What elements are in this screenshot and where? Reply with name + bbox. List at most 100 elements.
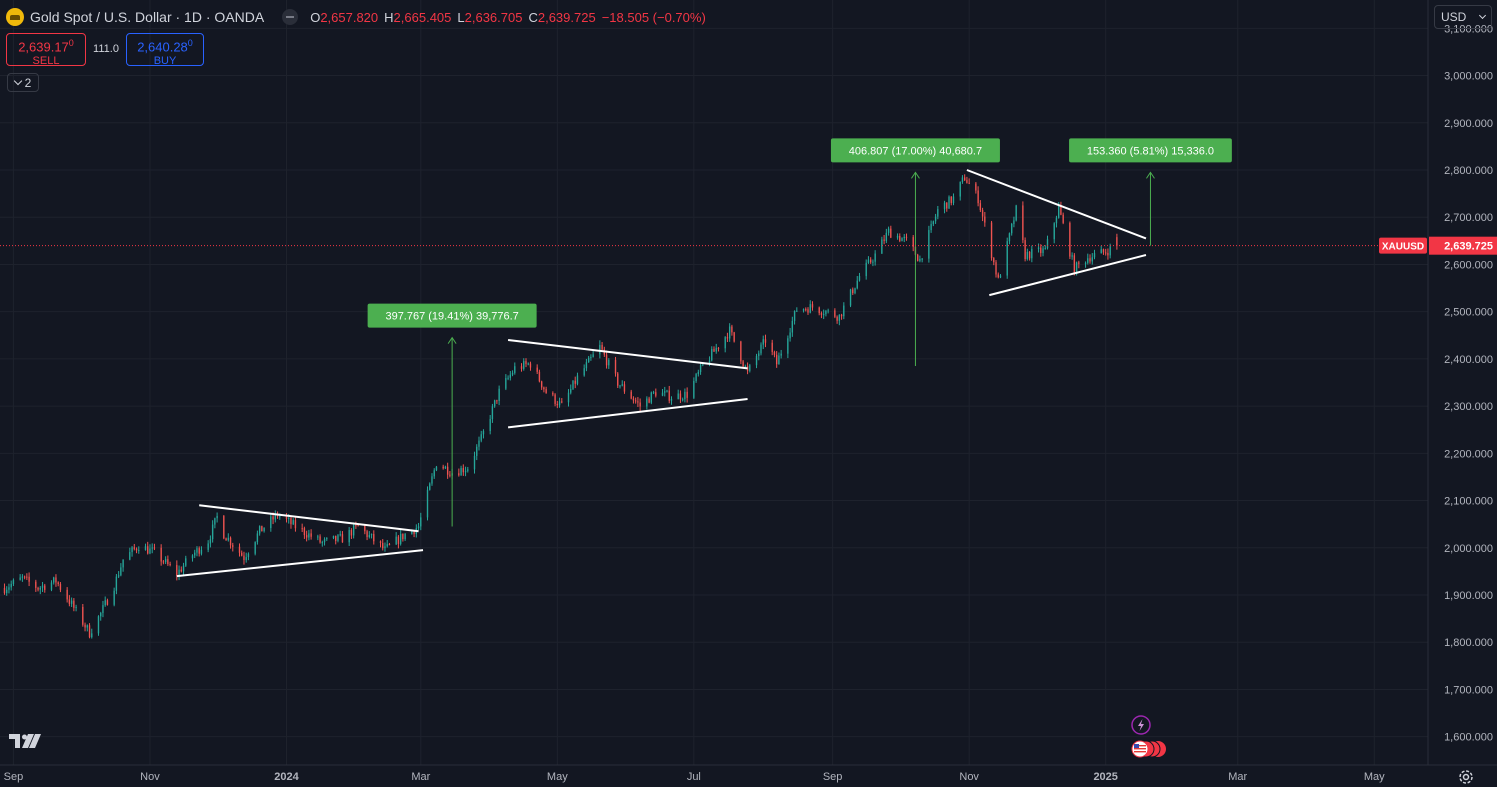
symbol-title[interactable]: Gold Spot / U.S. Dollar · 1D · OANDA bbox=[30, 9, 265, 25]
candle-down bbox=[1078, 262, 1080, 264]
trendline[interactable] bbox=[176, 549, 424, 578]
candle-down bbox=[373, 534, 375, 542]
candle-down bbox=[679, 393, 682, 400]
candle-up bbox=[370, 534, 373, 536]
candle-down bbox=[180, 569, 182, 572]
measure-label: 153.360 (5.81%) 15,336.0 bbox=[1087, 145, 1214, 157]
candle-down bbox=[1062, 214, 1064, 223]
candle-down bbox=[556, 403, 559, 406]
time-axis[interactable] bbox=[0, 765, 1497, 787]
sell-button[interactable]: 2,639.170 SELL bbox=[6, 33, 86, 67]
candle-down bbox=[341, 534, 344, 543]
measurements[interactable]: 397.767 (19.41%) 39,776.7 406.807 (17.00%… bbox=[367, 138, 1232, 527]
candle-up bbox=[728, 326, 731, 339]
candle-up bbox=[1100, 249, 1102, 254]
candle-up bbox=[308, 533, 310, 538]
candle-up bbox=[711, 349, 713, 361]
measure-label-box[interactable] bbox=[1069, 138, 1232, 163]
candle-up bbox=[693, 380, 695, 398]
time-axis-label: 2025 bbox=[1093, 771, 1117, 783]
lightning-icon[interactable] bbox=[1131, 715, 1151, 735]
indicators-toggle[interactable]: 2 bbox=[7, 73, 39, 92]
trendline[interactable] bbox=[966, 169, 1147, 240]
candle-up bbox=[514, 366, 516, 373]
candle-up bbox=[41, 585, 44, 588]
candle-down bbox=[668, 390, 670, 401]
candle-down bbox=[310, 533, 312, 537]
candle-down bbox=[413, 530, 415, 534]
candle-up bbox=[827, 310, 829, 312]
candle-up bbox=[695, 374, 697, 381]
candle-down bbox=[446, 466, 449, 475]
trendline[interactable] bbox=[989, 254, 1147, 297]
candle-up bbox=[934, 216, 937, 222]
candle-up bbox=[207, 543, 209, 550]
candle-up bbox=[1071, 255, 1073, 257]
currency-select[interactable]: USD bbox=[1434, 5, 1492, 29]
measure-label-box[interactable] bbox=[367, 303, 537, 328]
candle-down bbox=[261, 526, 263, 532]
candle-up bbox=[930, 224, 932, 231]
buy-label: BUY bbox=[153, 55, 177, 68]
candle-up bbox=[590, 356, 592, 358]
measure-label-box[interactable] bbox=[830, 138, 1000, 163]
candle-up bbox=[352, 525, 355, 536]
trendline[interactable] bbox=[199, 504, 419, 533]
candle-down bbox=[388, 544, 391, 546]
candle-up bbox=[937, 209, 939, 217]
tradingview-logo-icon[interactable] bbox=[9, 733, 41, 749]
candle-up bbox=[182, 565, 185, 572]
events-icon[interactable] bbox=[1131, 740, 1166, 758]
time-axis-label: Nov bbox=[959, 771, 979, 783]
measure-arrow bbox=[1146, 171, 1155, 179]
candle-up bbox=[256, 533, 259, 543]
candle-down bbox=[655, 392, 657, 396]
candle-down bbox=[529, 363, 532, 368]
candle-down bbox=[968, 182, 970, 184]
candle-up bbox=[91, 633, 93, 638]
trendline[interactable] bbox=[507, 398, 748, 429]
candle-up bbox=[666, 390, 668, 392]
buy-button[interactable]: 2,640.280 BUY bbox=[126, 33, 204, 68]
last-price-box bbox=[1429, 236, 1497, 255]
price-axis-label: 2,400.000 bbox=[1444, 354, 1493, 366]
candle-down bbox=[82, 606, 84, 625]
candle-up bbox=[1031, 248, 1033, 259]
candle-up bbox=[583, 368, 585, 376]
candle-up bbox=[411, 530, 413, 535]
time-axis-label: May bbox=[547, 771, 568, 783]
price-axis-label: 2,800.000 bbox=[1444, 165, 1493, 177]
symbol-tag-box bbox=[1379, 237, 1427, 254]
candle-up bbox=[585, 362, 588, 369]
trendline[interactable] bbox=[507, 339, 748, 370]
collapse-legend-icon[interactable] bbox=[282, 9, 299, 25]
price-axis[interactable] bbox=[1428, 0, 1497, 765]
currency-value: USD bbox=[1441, 10, 1467, 24]
price-axis-labels: 3,100.000 3,000.000 2,900.000 2,800.000 2,70… bbox=[1444, 23, 1493, 743]
candle-up bbox=[943, 202, 946, 210]
candle-up bbox=[317, 536, 319, 538]
candle-down bbox=[319, 536, 321, 543]
candle-up bbox=[214, 518, 216, 525]
candle-down bbox=[135, 548, 138, 551]
price-axis-label: 2,100.000 bbox=[1444, 496, 1493, 508]
candle-up bbox=[178, 569, 180, 576]
candle-up bbox=[100, 612, 102, 617]
candle-up bbox=[104, 600, 106, 606]
candle-down bbox=[66, 589, 68, 600]
candle-down bbox=[290, 518, 292, 525]
candle-down bbox=[294, 520, 297, 529]
candle-up bbox=[527, 363, 529, 365]
candle-down bbox=[37, 587, 39, 590]
candle-up bbox=[138, 550, 140, 552]
candle-down bbox=[648, 398, 650, 403]
candle-down bbox=[540, 381, 543, 388]
candle-down bbox=[28, 576, 30, 582]
trendlines[interactable] bbox=[176, 169, 1147, 578]
candle-down bbox=[771, 342, 773, 352]
spread-value: 111.0 bbox=[93, 43, 119, 55]
settings-gear-icon[interactable] bbox=[1456, 767, 1476, 787]
candle-up bbox=[50, 582, 53, 590]
candle-up bbox=[476, 446, 478, 456]
